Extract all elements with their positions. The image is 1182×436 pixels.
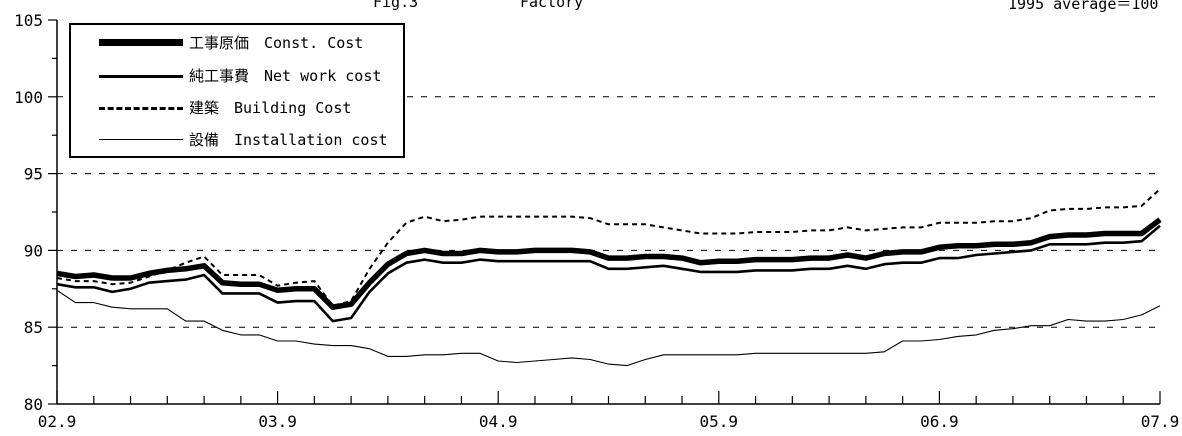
x-tick-label: 07.9: [1141, 412, 1180, 431]
series-line-thin: [56, 289, 1161, 367]
x-tick-label: 02.9: [38, 412, 77, 431]
series-line-medium: [56, 224, 1161, 323]
legend-swatch-dashed: [99, 107, 183, 110]
legend-label: 設備 Installation cost: [189, 131, 388, 149]
legend-label: 純工事費 Net work cost: [189, 67, 382, 85]
legend-label: 建築 Building Cost: [189, 99, 352, 117]
legend-label: 工事原価 Const. Cost: [189, 34, 364, 52]
legend-item-installation-cost: 設備 Installation cost: [71, 126, 401, 154]
legend-item-building-cost: 建築 Building Cost: [71, 94, 401, 122]
series-line-dashed: [56, 188, 1161, 307]
x-tick-label: 04.9: [479, 412, 518, 431]
x-tick-label: 06.9: [920, 412, 959, 431]
y-tick-label: 105: [14, 11, 43, 30]
y-tick-label: 90: [24, 241, 43, 260]
legend-swatch-thick: [99, 39, 183, 46]
y-tick-label: 85: [24, 318, 43, 337]
legend-swatch-medium: [99, 75, 183, 78]
legend-swatch-thin: [99, 139, 183, 140]
legend-item-net-work-cost: 純工事費 Net work cost: [71, 62, 401, 90]
y-tick-label: 95: [24, 165, 43, 184]
chart-subject: Factory: [520, 0, 584, 11]
legend-item-const-cost: 工事原価 Const. Cost: [71, 29, 401, 57]
figure-label: Fig.3: [373, 0, 419, 11]
y-tick-label: 100: [14, 88, 43, 107]
base-note: 1995 average＝100: [1008, 0, 1159, 13]
chart-legend: 工事原価 Const. Cost 純工事費 Net work cost 建築 B…: [69, 23, 405, 158]
y-tick-label: 80: [24, 395, 43, 414]
series-line-thick: [56, 217, 1162, 310]
x-tick-label: 05.9: [700, 412, 739, 431]
x-tick-label: 03.9: [258, 412, 297, 431]
